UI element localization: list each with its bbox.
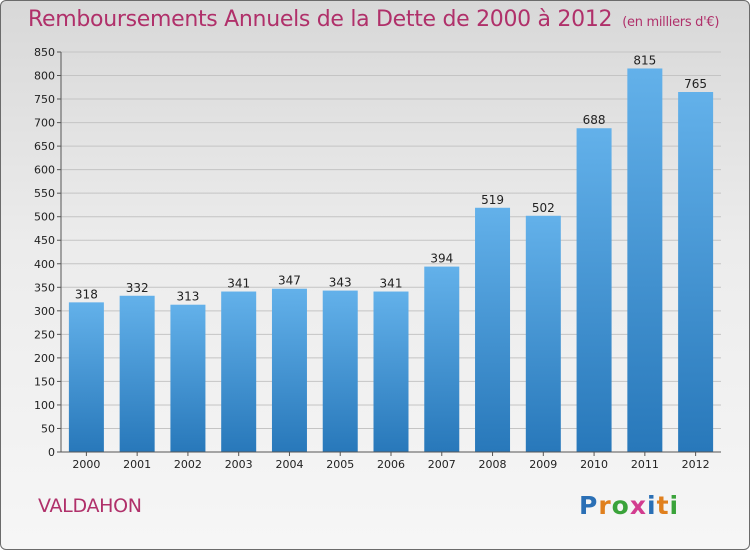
x-tick-label: 2003 [225,458,253,471]
x-tick-label: 2005 [326,458,354,471]
logo-letter: P [579,491,599,520]
y-tick-label: 800 [34,70,55,83]
logo-letter: x [629,491,647,520]
commune-name: VALDAHON [38,495,142,517]
bar-value-label: 394 [430,252,453,266]
bar-layer: 318 332 313 341 347 343 341 394 519 502 688 815 765 [68,53,714,453]
logo-letter: o [611,491,630,520]
proxiti-logo: Proxiti [579,491,679,520]
y-tick-label: 850 [34,46,55,59]
y-tick-label: 200 [34,352,55,365]
axis-layer: 0 50 100 150 200 250 300 350 400 450 500 550 600 650 7… [34,46,721,471]
bar [424,266,460,452]
y-tick-label: 0 [48,446,55,459]
chart-title: Remboursements Annuels de la Dette de 20… [28,7,719,32]
bar [322,290,358,452]
bar-value-label: 318 [75,287,98,301]
x-tick-label: 2010 [580,458,608,471]
x-tick-label: 2007 [428,458,456,471]
x-tick-label: 2001 [123,458,151,471]
y-tick-label: 100 [34,399,55,412]
bar-value-label: 313 [176,290,199,304]
x-tick-label: 2002 [174,458,202,471]
bar [221,291,257,452]
y-tick-label: 550 [34,187,55,200]
bar-value-label: 343 [329,276,352,290]
y-tick-label: 250 [34,328,55,341]
bar-value-label: 341 [380,277,403,291]
bar [119,295,155,452]
bar [373,291,409,452]
logo-letter: i [669,491,680,520]
bar-value-label: 502 [532,201,555,215]
bar-value-label: 347 [278,274,301,288]
y-tick-label: 50 [41,422,55,435]
logo-letter: r [598,491,612,520]
x-tick-label: 2000 [72,458,100,471]
logo-letter: t [656,491,670,520]
bar-value-label: 765 [684,77,707,91]
x-tick-label: 2011 [631,458,659,471]
y-tick-label: 500 [34,211,55,224]
y-tick-label: 700 [34,117,55,130]
bar [475,207,511,452]
y-tick-label: 450 [34,234,55,247]
bar-value-label: 332 [126,281,149,295]
x-tick-label: 2008 [479,458,507,471]
bar [576,128,612,452]
y-tick-label: 650 [34,140,55,153]
x-tick-label: 2006 [377,458,405,471]
bar [627,68,663,453]
y-tick-label: 600 [34,164,55,177]
bar-value-label: 815 [633,53,656,67]
y-tick-label: 750 [34,93,55,106]
bar [271,288,307,452]
chart-title-text: Remboursements Annuels de la Dette de 20… [28,7,613,32]
bar [678,92,714,452]
bar-value-label: 688 [583,113,606,127]
bar-value-label: 341 [227,277,250,291]
bar-value-label: 519 [481,193,504,207]
y-tick-label: 350 [34,281,55,294]
x-tick-label: 2009 [529,458,557,471]
x-tick-label: 2012 [682,458,710,471]
y-tick-label: 150 [34,375,55,388]
x-tick-label: 2004 [275,458,303,471]
y-tick-label: 300 [34,305,55,318]
bar [170,304,206,452]
bar [68,302,104,452]
y-tick-label: 400 [34,258,55,271]
chart-unit: (en milliers d'€) [622,15,720,30]
logo-letter: i [647,491,657,520]
bar [525,215,561,452]
